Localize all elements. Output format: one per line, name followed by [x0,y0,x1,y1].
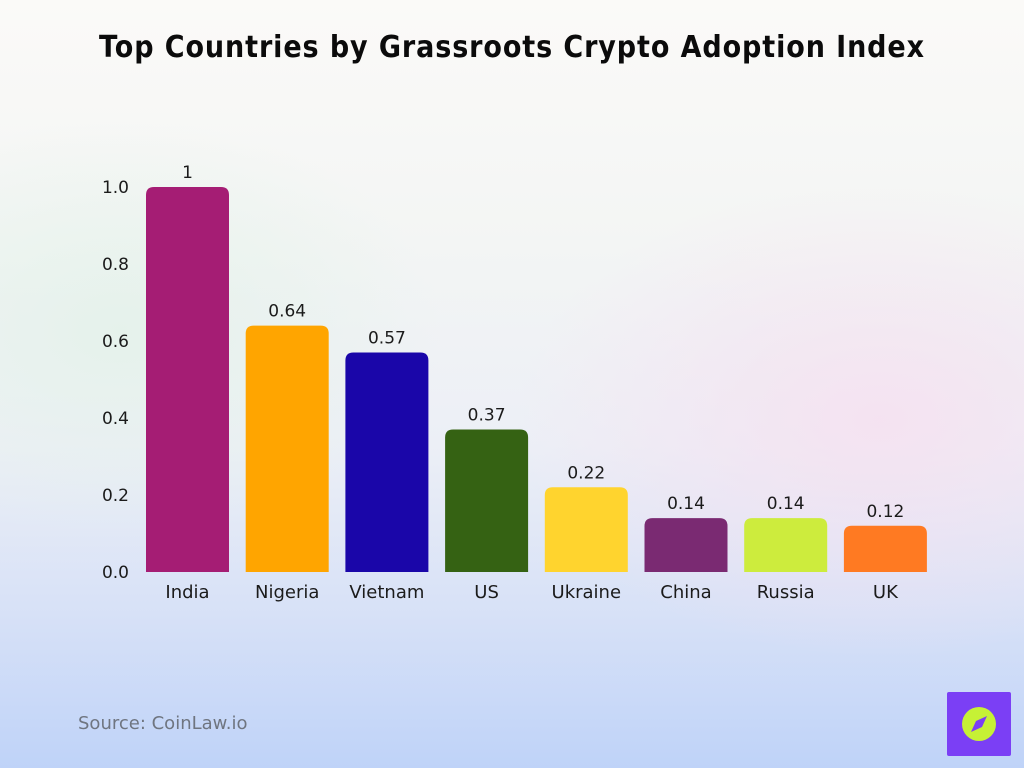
value-label: 0.12 [866,502,904,522]
logo-badge [947,692,1011,756]
value-label: 0.14 [767,494,805,514]
bar-ukraine [544,487,628,572]
value-label: 0.37 [468,406,506,426]
x-tick-label: India [165,582,209,603]
value-label: 0.22 [567,463,605,483]
source-note: Source: CoinLaw.io [78,713,248,734]
bars [146,187,927,572]
value-label: 0.14 [667,494,705,514]
y-tick-label: 0.0 [102,563,129,583]
x-tick-label: Ukraine [552,582,622,603]
value-label: 0.57 [368,329,406,349]
bar-india [146,187,229,572]
y-tick-label: 0.8 [102,255,129,275]
bar-china [644,518,728,572]
x-tick-label: Vietnam [349,582,424,603]
x-tick-label: Russia [757,582,815,603]
x-axis: India Nigeria Vietnam US Ukraine China Russia U… [165,582,899,603]
y-tick-label: 0.2 [102,486,129,506]
y-tick-label: 1.0 [102,178,129,198]
x-tick-label: US [474,582,499,603]
y-tick-label: 0.6 [102,332,129,352]
value-label: 0.64 [268,302,306,322]
bar-nigeria [245,325,329,572]
value-label: 1 [182,163,193,183]
value-labels: 1 0.64 0.57 0.37 0.22 0.14 0.14 0.12 [182,163,904,522]
x-tick-label: Nigeria [255,582,319,603]
bar-russia [744,518,828,572]
bar-vietnam [345,352,429,572]
x-tick-label: China [660,582,711,603]
bar-us [445,429,529,572]
chart-title: Top Countries by Grassroots Crypto Adopt… [99,30,925,65]
compass-icon [962,707,996,741]
y-axis: 0.0 0.2 0.4 0.6 0.8 1.0 [102,178,129,583]
bar-uk [843,525,927,572]
y-tick-label: 0.4 [102,409,129,429]
x-tick-label: UK [873,582,899,603]
